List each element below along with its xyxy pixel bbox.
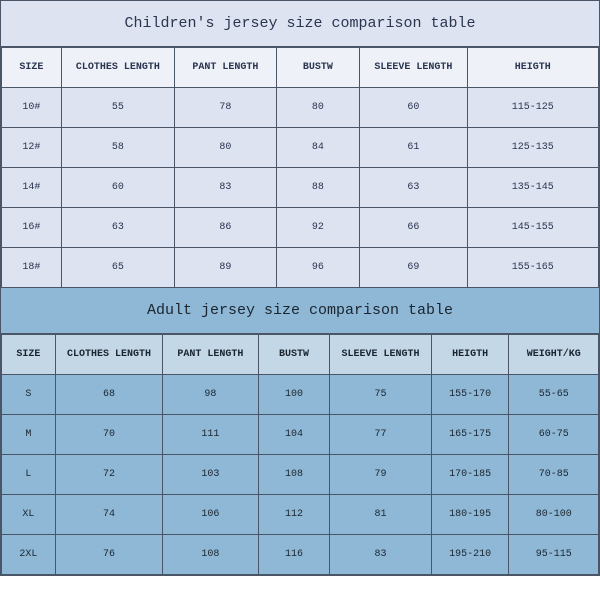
table-cell: 111	[163, 415, 259, 455]
column-header: BUSTW	[276, 48, 360, 88]
table-cell: 61	[360, 128, 467, 168]
table-cell: 83	[175, 168, 276, 208]
table-cell: 12#	[2, 128, 62, 168]
table-cell: 14#	[2, 168, 62, 208]
table-cell: 55	[61, 88, 174, 128]
table-cell: 170-185	[431, 455, 509, 495]
children-title: Children's jersey size comparison table	[1, 1, 599, 47]
table-cell: 16#	[2, 208, 62, 248]
table-cell: 84	[276, 128, 360, 168]
table-cell: 68	[55, 375, 162, 415]
table-cell: 79	[330, 455, 431, 495]
table-cell: 72	[55, 455, 162, 495]
column-header: SLEEVE LENGTH	[360, 48, 467, 88]
table-cell: 96	[276, 248, 360, 288]
table-cell: 83	[330, 535, 431, 575]
table-row: 2XL7610811683195-21095-115	[2, 535, 599, 575]
children-body: 10#55788060115-12512#58808461125-13514#6…	[2, 88, 599, 288]
table-cell: 103	[163, 455, 259, 495]
column-header: PANT LENGTH	[175, 48, 276, 88]
column-header: SIZE	[2, 48, 62, 88]
adult-header-row: SIZECLOTHES LENGTHPANT LENGTHBUSTWSLEEVE…	[2, 335, 599, 375]
table-cell: 95-115	[509, 535, 599, 575]
table-cell: 98	[163, 375, 259, 415]
children-header-row: SIZECLOTHES LENGTHPANT LENGTHBUSTWSLEEVE…	[2, 48, 599, 88]
table-cell: XL	[2, 495, 56, 535]
column-header: WEIGHT/KG	[509, 335, 599, 375]
table-cell: 75	[330, 375, 431, 415]
table-cell: 80-100	[509, 495, 599, 535]
table-cell: 195-210	[431, 535, 509, 575]
column-header: CLOTHES LENGTH	[55, 335, 162, 375]
table-cell: 80	[276, 88, 360, 128]
table-cell: 70	[55, 415, 162, 455]
table-cell: 66	[360, 208, 467, 248]
table-cell: 92	[276, 208, 360, 248]
table-cell: 78	[175, 88, 276, 128]
table-cell: 125-135	[467, 128, 598, 168]
table-cell: 65	[61, 248, 174, 288]
table-cell: 70-85	[509, 455, 599, 495]
adult-body: S689810075155-17055-65M7011110477165-175…	[2, 375, 599, 575]
table-cell: 69	[360, 248, 467, 288]
table-row: 10#55788060115-125	[2, 88, 599, 128]
table-row: S689810075155-17055-65	[2, 375, 599, 415]
children-section: Children's jersey size comparison table …	[1, 1, 599, 288]
column-header: SLEEVE LENGTH	[330, 335, 431, 375]
table-cell: 10#	[2, 88, 62, 128]
table-cell: 155-165	[467, 248, 598, 288]
column-header: CLOTHES LENGTH	[61, 48, 174, 88]
table-cell: 116	[258, 535, 330, 575]
table-cell: 63	[360, 168, 467, 208]
table-cell: 165-175	[431, 415, 509, 455]
table-row: 16#63869266145-155	[2, 208, 599, 248]
table-cell: S	[2, 375, 56, 415]
table-cell: 80	[175, 128, 276, 168]
table-cell: 63	[61, 208, 174, 248]
table-row: M7011110477165-17560-75	[2, 415, 599, 455]
adult-title: Adult jersey size comparison table	[1, 288, 599, 334]
table-cell: 18#	[2, 248, 62, 288]
table-cell: 74	[55, 495, 162, 535]
adult-table: SIZECLOTHES LENGTHPANT LENGTHBUSTWSLEEVE…	[1, 334, 599, 575]
column-header: HEIGTH	[431, 335, 509, 375]
table-cell: 145-155	[467, 208, 598, 248]
table-cell: 89	[175, 248, 276, 288]
table-cell: 106	[163, 495, 259, 535]
table-cell: L	[2, 455, 56, 495]
table-cell: 115-125	[467, 88, 598, 128]
table-cell: M	[2, 415, 56, 455]
table-cell: 86	[175, 208, 276, 248]
table-cell: 55-65	[509, 375, 599, 415]
table-cell: 60	[360, 88, 467, 128]
adult-section: Adult jersey size comparison table SIZEC…	[1, 288, 599, 575]
table-cell: 81	[330, 495, 431, 535]
table-row: 18#65899669155-165	[2, 248, 599, 288]
table-cell: 155-170	[431, 375, 509, 415]
table-row: XL7410611281180-19580-100	[2, 495, 599, 535]
table-cell: 135-145	[467, 168, 598, 208]
table-row: 14#60838863135-145	[2, 168, 599, 208]
table-cell: 104	[258, 415, 330, 455]
table-cell: 60-75	[509, 415, 599, 455]
size-chart-container: Children's jersey size comparison table …	[0, 0, 600, 576]
table-cell: 100	[258, 375, 330, 415]
table-cell: 108	[258, 455, 330, 495]
table-row: 12#58808461125-135	[2, 128, 599, 168]
children-table: SIZECLOTHES LENGTHPANT LENGTHBUSTWSLEEVE…	[1, 47, 599, 288]
table-cell: 60	[61, 168, 174, 208]
table-cell: 76	[55, 535, 162, 575]
column-header: BUSTW	[258, 335, 330, 375]
table-cell: 2XL	[2, 535, 56, 575]
table-cell: 108	[163, 535, 259, 575]
table-cell: 58	[61, 128, 174, 168]
table-cell: 112	[258, 495, 330, 535]
table-row: L7210310879170-18570-85	[2, 455, 599, 495]
column-header: HEIGTH	[467, 48, 598, 88]
table-cell: 88	[276, 168, 360, 208]
table-cell: 77	[330, 415, 431, 455]
column-header: PANT LENGTH	[163, 335, 259, 375]
column-header: SIZE	[2, 335, 56, 375]
table-cell: 180-195	[431, 495, 509, 535]
